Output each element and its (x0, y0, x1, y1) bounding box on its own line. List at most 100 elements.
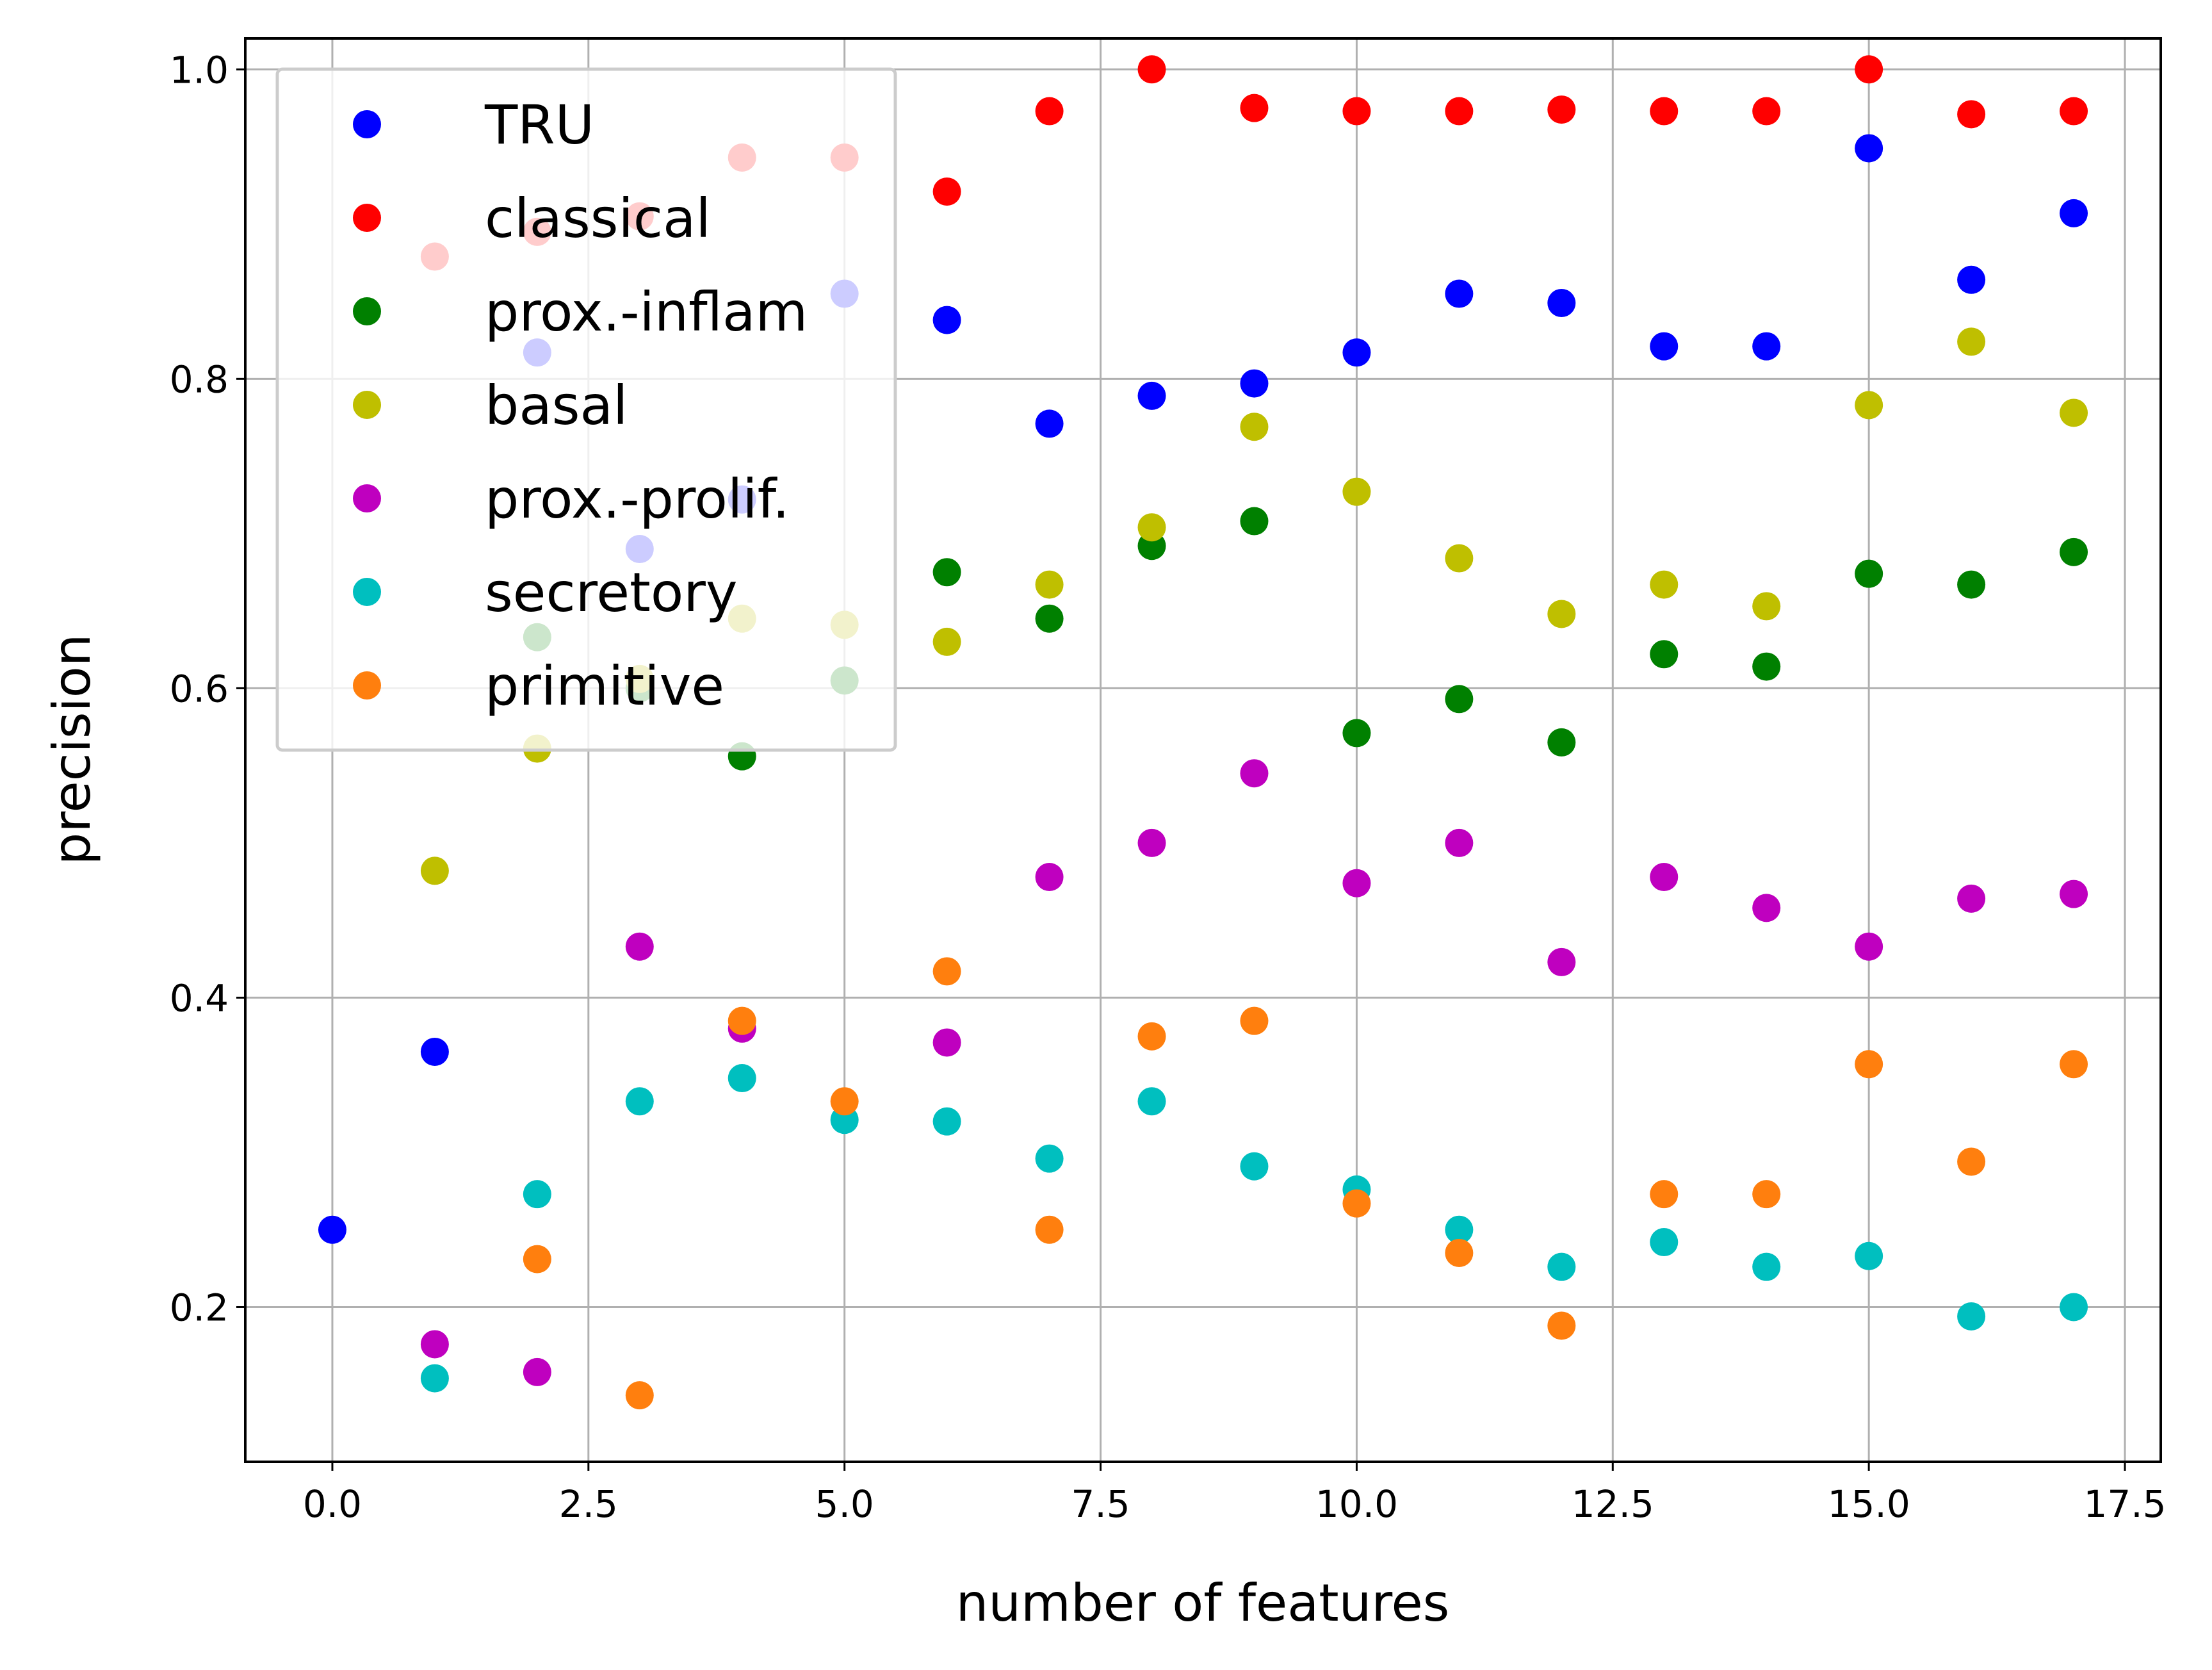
point-tru (1957, 265, 1986, 294)
point-tru (1445, 279, 1474, 308)
x-tick-label: 17.5 (2083, 1482, 2166, 1526)
legend-box (275, 67, 897, 752)
legend-marker (353, 110, 381, 138)
point-basal (1547, 600, 1576, 628)
legend-label: classical (485, 187, 711, 250)
legend-label: basal (485, 374, 628, 437)
point-secretory (1137, 1087, 1166, 1116)
point-tru (420, 1037, 449, 1066)
point-secretory (932, 1107, 961, 1136)
point-prox-inflam (1855, 559, 1883, 588)
y-axis-label: precision (42, 634, 102, 865)
point-prox-inflam (1240, 507, 1269, 536)
point-secretory (1035, 1144, 1064, 1173)
point-classical (1752, 97, 1781, 126)
point-prox-inflam (1547, 728, 1576, 757)
point-primitive (830, 1087, 859, 1116)
point-classical (1342, 97, 1371, 126)
point-tru (1137, 381, 1166, 410)
point-basal (2060, 398, 2088, 427)
point-secretory (2060, 1293, 2088, 1322)
point-primitive (1445, 1238, 1474, 1267)
legend-label: TRU (484, 94, 594, 156)
point-primitive (1035, 1215, 1064, 1244)
legend-label: primitive (485, 655, 724, 717)
point-classical (1240, 94, 1269, 122)
y-tick-label: 0.8 (170, 357, 229, 401)
x-tick-label: 15.0 (1828, 1482, 1910, 1526)
point-prox-inflam (1445, 685, 1474, 714)
point-prox-prolif (2060, 880, 2088, 908)
x-tick-label: 7.5 (1071, 1482, 1130, 1526)
point-primitive (1752, 1180, 1781, 1209)
point-basal (932, 627, 961, 656)
point-prox-prolif (1445, 828, 1474, 857)
point-tru (318, 1215, 346, 1244)
point-primitive (1957, 1147, 1986, 1176)
point-primitive (625, 1381, 654, 1410)
point-prox-prolif (1342, 869, 1371, 897)
legend-marker (353, 204, 381, 232)
point-basal (1752, 592, 1781, 621)
legend-label: prox.-prolif. (485, 468, 790, 530)
point-classical (2060, 97, 2088, 126)
point-prox-inflam (1035, 604, 1064, 633)
point-classical (1547, 95, 1576, 124)
point-prox-prolif (1547, 947, 1576, 976)
x-tick-label: 2.5 (559, 1482, 618, 1526)
x-axis-label: number of features (956, 1573, 1450, 1633)
point-classical (1650, 97, 1679, 126)
point-classical (1137, 55, 1166, 84)
point-classical (932, 177, 961, 206)
point-primitive (728, 1006, 756, 1035)
x-tick-label: 5.0 (815, 1482, 874, 1526)
legend-marker (353, 578, 381, 606)
point-prox-prolif (1137, 828, 1166, 857)
x-tick-label: 10.0 (1315, 1482, 1398, 1526)
point-classical (1445, 97, 1474, 126)
point-secretory (1957, 1302, 1986, 1330)
point-secretory (523, 1180, 551, 1209)
point-prox-inflam (1342, 719, 1371, 748)
point-prox-inflam (1650, 640, 1679, 669)
y-tick-label: 0.6 (170, 667, 229, 710)
point-basal (1342, 477, 1371, 506)
point-prox-prolif (1855, 932, 1883, 961)
y-tick-label: 0.4 (170, 976, 229, 1020)
point-prox-prolif (523, 1357, 551, 1386)
point-primitive (1342, 1189, 1371, 1218)
point-secretory (1240, 1152, 1269, 1181)
point-primitive (1137, 1022, 1166, 1051)
point-tru (932, 306, 961, 334)
x-tick-label: 12.5 (1572, 1482, 1654, 1526)
point-tru (1752, 332, 1781, 361)
point-tru (1035, 409, 1064, 438)
legend-label: secretory (485, 561, 738, 624)
point-primitive (1650, 1180, 1679, 1209)
point-primitive (1855, 1050, 1883, 1079)
plot-frame (244, 37, 2162, 1463)
point-basal (1035, 570, 1064, 599)
point-prox-inflam (2060, 537, 2088, 566)
point-primitive (2060, 1050, 2088, 1079)
point-tru (1650, 332, 1679, 361)
axis-ticks: 0.0 2.5 5.0 7.5 10.0 12.5 15.0 17.5 0.2 0.4 0.6 0.8… (170, 48, 2167, 1526)
point-prox-prolif (932, 1028, 961, 1057)
point-secretory (1752, 1252, 1781, 1281)
point-basal (1240, 413, 1269, 441)
point-primitive (523, 1245, 551, 1273)
point-tru (1547, 289, 1576, 318)
point-prox-prolif (420, 1330, 449, 1359)
y-tick-label: 0.2 (170, 1286, 229, 1329)
y-tick-label: 1.0 (170, 48, 229, 92)
legend-marker (353, 484, 381, 512)
point-prox-prolif (1752, 894, 1781, 922)
point-basal (1957, 327, 1986, 356)
point-prox-prolif (1650, 863, 1679, 892)
point-prox-inflam (932, 558, 961, 587)
point-secretory (625, 1087, 654, 1116)
legend-marker (353, 391, 381, 419)
point-secretory (1547, 1252, 1576, 1281)
x-tick-label: 0.0 (303, 1482, 362, 1526)
